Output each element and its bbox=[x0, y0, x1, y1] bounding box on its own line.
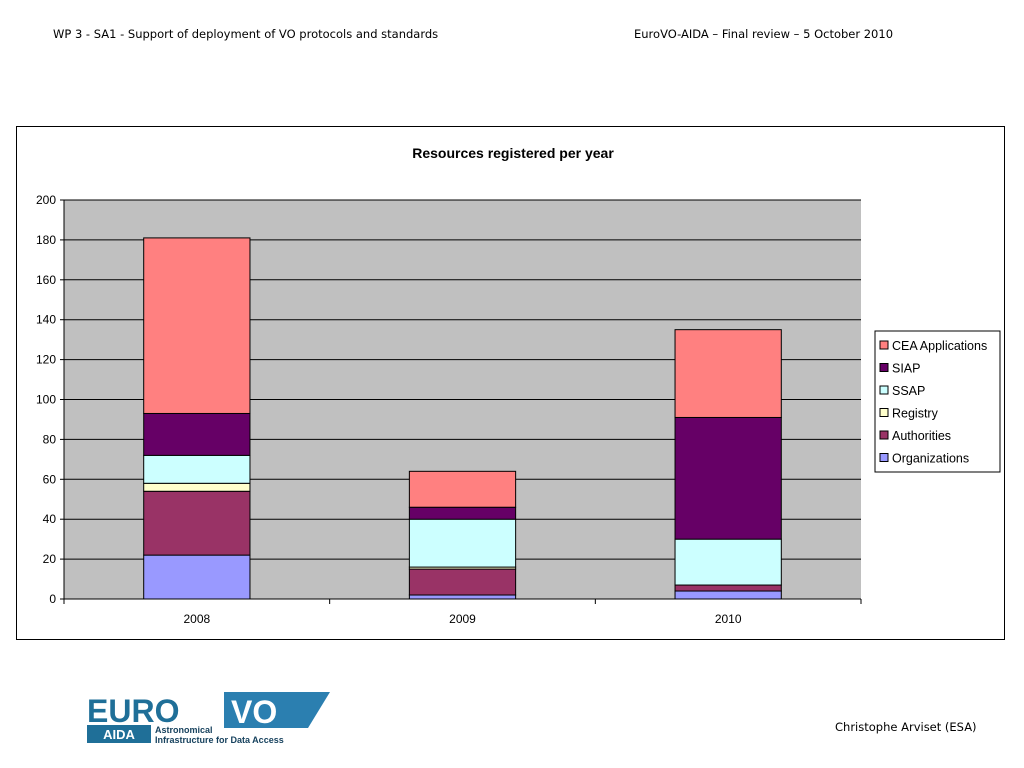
legend-swatch bbox=[879, 430, 889, 440]
legend-label: Authorities bbox=[892, 429, 951, 443]
header-right-title: EuroVO-AIDA – Final review – 5 October 2… bbox=[634, 27, 894, 41]
y-tick-label: 120 bbox=[36, 353, 56, 367]
logo-vo-panel bbox=[224, 692, 330, 728]
legend-label: Organizations bbox=[892, 452, 969, 466]
legend-swatch bbox=[879, 453, 889, 462]
bar-segment bbox=[408, 506, 517, 520]
y-tick-label: 40 bbox=[43, 512, 57, 526]
legend-swatch bbox=[879, 363, 889, 372]
bar-segment bbox=[143, 554, 251, 600]
chart-title: Resources registered per year bbox=[412, 145, 614, 161]
y-tick-label: 180 bbox=[36, 233, 56, 247]
chart-legend: CEA Applications SIAP SSAP Registry Authorit… bbox=[874, 330, 1001, 473]
euro-vo-aida-logo: EURO VO AIDA Astronomical Infrastructure… bbox=[87, 692, 330, 745]
logo-vo-text: VO bbox=[231, 694, 277, 730]
logo-euro-text: EURO bbox=[87, 693, 179, 729]
x-tick-label: 2010 bbox=[715, 612, 742, 626]
y-tick-label: 100 bbox=[36, 393, 56, 407]
bar-segment bbox=[674, 329, 782, 418]
bar-segment bbox=[408, 568, 517, 596]
legend-box bbox=[874, 330, 1001, 473]
logo-aida-text: AIDA bbox=[103, 727, 135, 742]
chart-frame: Resources registered per year 0 20 40 60 80 1… bbox=[16, 126, 1005, 640]
bar-segment bbox=[674, 538, 782, 586]
logo-aida-box bbox=[87, 725, 151, 743]
legend-swatch bbox=[879, 408, 889, 417]
logo-line1: Astronomical bbox=[155, 725, 213, 735]
y-tick-label: 0 bbox=[49, 592, 56, 606]
legend-swatch bbox=[879, 340, 889, 350]
stacked-bar-chart: Resources registered per year 0 20 40 60 80 1… bbox=[36, 145, 1001, 626]
y-tick-label: 140 bbox=[36, 313, 56, 327]
bar-segment bbox=[143, 237, 251, 414]
bar-segment bbox=[143, 454, 251, 484]
y-tick-label: 160 bbox=[36, 273, 56, 287]
footer-author: Christophe Arviset (ESA) bbox=[835, 720, 977, 734]
legend-label: SSAP bbox=[892, 384, 925, 398]
legend-swatch bbox=[879, 385, 889, 395]
bar-segment bbox=[408, 470, 517, 508]
y-tick-label: 20 bbox=[43, 552, 57, 566]
bar-segment bbox=[143, 412, 251, 456]
legend-label: Registry bbox=[892, 407, 939, 421]
bar-segment bbox=[674, 416, 782, 540]
bar-segment bbox=[408, 518, 517, 568]
x-tick-label: 2009 bbox=[449, 612, 476, 626]
bar-segment bbox=[674, 590, 782, 600]
y-tick-label: 200 bbox=[36, 193, 56, 207]
legend-label: CEA Applications bbox=[892, 339, 987, 353]
legend-label: SIAP bbox=[892, 362, 921, 376]
x-tick-label: 2008 bbox=[183, 612, 210, 626]
bar-segment bbox=[143, 490, 251, 556]
header-left-title: WP 3 - SA1 - Support of deployment of VO… bbox=[53, 27, 439, 41]
y-tick-label: 60 bbox=[43, 472, 57, 486]
logo-line2: Infrastructure for Data Access bbox=[155, 735, 284, 745]
bar-segment bbox=[143, 482, 251, 492]
bar-segment bbox=[674, 584, 782, 592]
bar-segment bbox=[408, 594, 517, 600]
y-tick-label: 80 bbox=[43, 432, 57, 446]
